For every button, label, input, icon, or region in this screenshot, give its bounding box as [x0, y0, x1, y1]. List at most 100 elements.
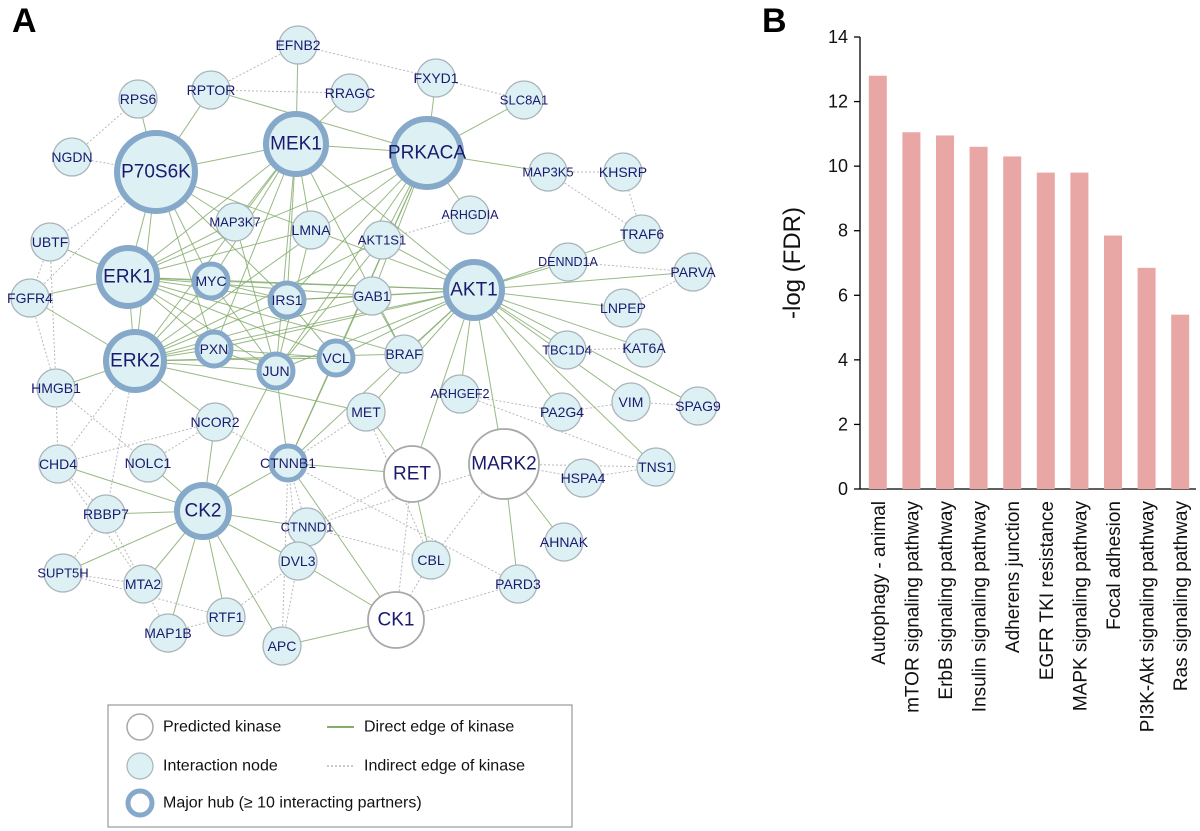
node-label: CBL: [417, 552, 444, 568]
node-label: BRAF: [385, 346, 422, 362]
node-label: TRAF6: [620, 226, 665, 242]
node-label: CHD4: [39, 456, 77, 472]
direct-edge: [473, 271, 694, 291]
category-label: mTOR signaling pathway: [902, 501, 923, 713]
node-label: FGFR4: [7, 290, 53, 306]
node-label: MAP3K5: [522, 165, 573, 180]
legend-interaction-symbol: [126, 752, 154, 780]
node-akt1: AKT1: [443, 259, 505, 321]
legend: Predicted kinase Interaction node Major …: [107, 704, 573, 828]
indirect-edge: [210, 89, 351, 94]
indirect-edge: [57, 421, 216, 465]
node-circle: [603, 288, 643, 328]
legend-interaction-node: Interaction node: [163, 758, 278, 775]
node-circle: [206, 597, 246, 637]
node-circle: [383, 445, 441, 503]
indirect-edge: [435, 77, 525, 101]
node-circle: [174, 482, 232, 540]
node-khsrp: KHSRP: [599, 152, 647, 192]
node-label: ARHGDIA: [442, 208, 500, 222]
node-braf: BRAF: [384, 334, 424, 374]
node-circle: [468, 428, 540, 500]
node-mta2: MTA2: [123, 564, 163, 604]
node-circle: [96, 245, 160, 309]
node-circle: [123, 564, 163, 604]
node-rps6: RPS6: [118, 79, 158, 119]
node-rtf1: RTF1: [206, 597, 246, 637]
node-label: FXYD1: [413, 70, 458, 86]
direct-edge: [134, 152, 428, 362]
node-circle: [30, 222, 70, 262]
node-label: ERK2: [110, 351, 160, 372]
indirect-edge: [622, 171, 643, 235]
node-supt5h: SUPT5H: [37, 553, 89, 593]
node-circle: [128, 443, 168, 483]
node-ctnnd1: CTNND1: [281, 507, 333, 547]
legend-predicted-kinase: Predicted kinase: [163, 719, 281, 736]
node-circle: [390, 116, 464, 190]
node-circle: [10, 278, 50, 318]
node-label: SUPT5H: [37, 566, 88, 581]
node-map3k7: MAP3K7: [209, 202, 261, 242]
node-nolc1: NOLC1: [125, 443, 172, 483]
node-label: VIM: [619, 394, 644, 410]
node-prkaca: PRKACA: [388, 116, 466, 190]
y-tick-label: 4: [838, 350, 848, 370]
node-circle: [416, 58, 456, 98]
y-tick-label: 2: [838, 414, 848, 434]
panel-a-label: A: [12, 2, 37, 40]
node-circle: [291, 210, 331, 250]
node-label: EFNB2: [275, 37, 320, 53]
node-circle: [195, 402, 235, 442]
direct-edge: [287, 462, 397, 621]
direct-edge: [210, 280, 475, 291]
node-dennd1a: DENND1A: [538, 242, 599, 282]
node-label: ARHGEF2: [430, 387, 489, 401]
node-rptor: RPTOR: [187, 70, 235, 110]
node-circle: [611, 382, 651, 422]
category-label: Autophagy - animal: [869, 501, 890, 665]
node-label: HMGB1: [31, 380, 81, 396]
node-circle: [622, 214, 662, 254]
node-label: KHSRP: [599, 164, 647, 180]
category-label: Focal adhesion: [1104, 501, 1125, 630]
node-mark2: MARK2: [468, 428, 540, 500]
node-label: MEK1: [270, 134, 322, 155]
node-label: AKT1: [450, 280, 498, 301]
bar-chart: 0 2 4 6 8 10 12 14 -log (FDR) Autophagy - animal m…: [779, 27, 1196, 732]
node-circle: [563, 458, 603, 498]
node-circle: [316, 338, 356, 378]
node-erk2: ERK2: [103, 329, 167, 393]
node-pard3: PARD3: [495, 564, 541, 604]
node-circle: [268, 443, 308, 483]
node-apc: APC: [262, 626, 302, 666]
node-circle: [86, 494, 126, 534]
node-label: NCOR2: [190, 414, 239, 430]
node-met: MET: [346, 392, 386, 432]
bar: [1171, 314, 1190, 489]
y-tick-label: 14: [828, 27, 848, 47]
direct-edge: [134, 289, 475, 362]
node-circle: [678, 386, 718, 426]
node-hmgb1: HMGB1: [31, 368, 81, 408]
node-vcl: VCL: [316, 338, 356, 378]
node-label: RRAGC: [325, 85, 376, 101]
node-circle: [673, 252, 713, 292]
direct-edge: [234, 221, 277, 372]
legend-direct-edge: Direct edge of kinase: [364, 719, 514, 736]
direct-edge: [127, 152, 428, 278]
node-circle: [191, 70, 231, 110]
direct-edge: [275, 143, 297, 372]
node-rragc: RRAGC: [325, 73, 376, 113]
node-circle: [603, 152, 643, 192]
node-label: PRKACA: [388, 143, 466, 164]
y-tick-label: 8: [838, 221, 848, 241]
bar: [902, 132, 921, 489]
node-label: AHNAK: [540, 534, 589, 550]
node-ctnnb1: CTNNB1: [260, 443, 316, 483]
y-tick-label: 6: [838, 285, 848, 305]
node-circle: [450, 195, 490, 235]
node-circle: [504, 80, 544, 120]
node-label: NOLC1: [125, 455, 172, 471]
